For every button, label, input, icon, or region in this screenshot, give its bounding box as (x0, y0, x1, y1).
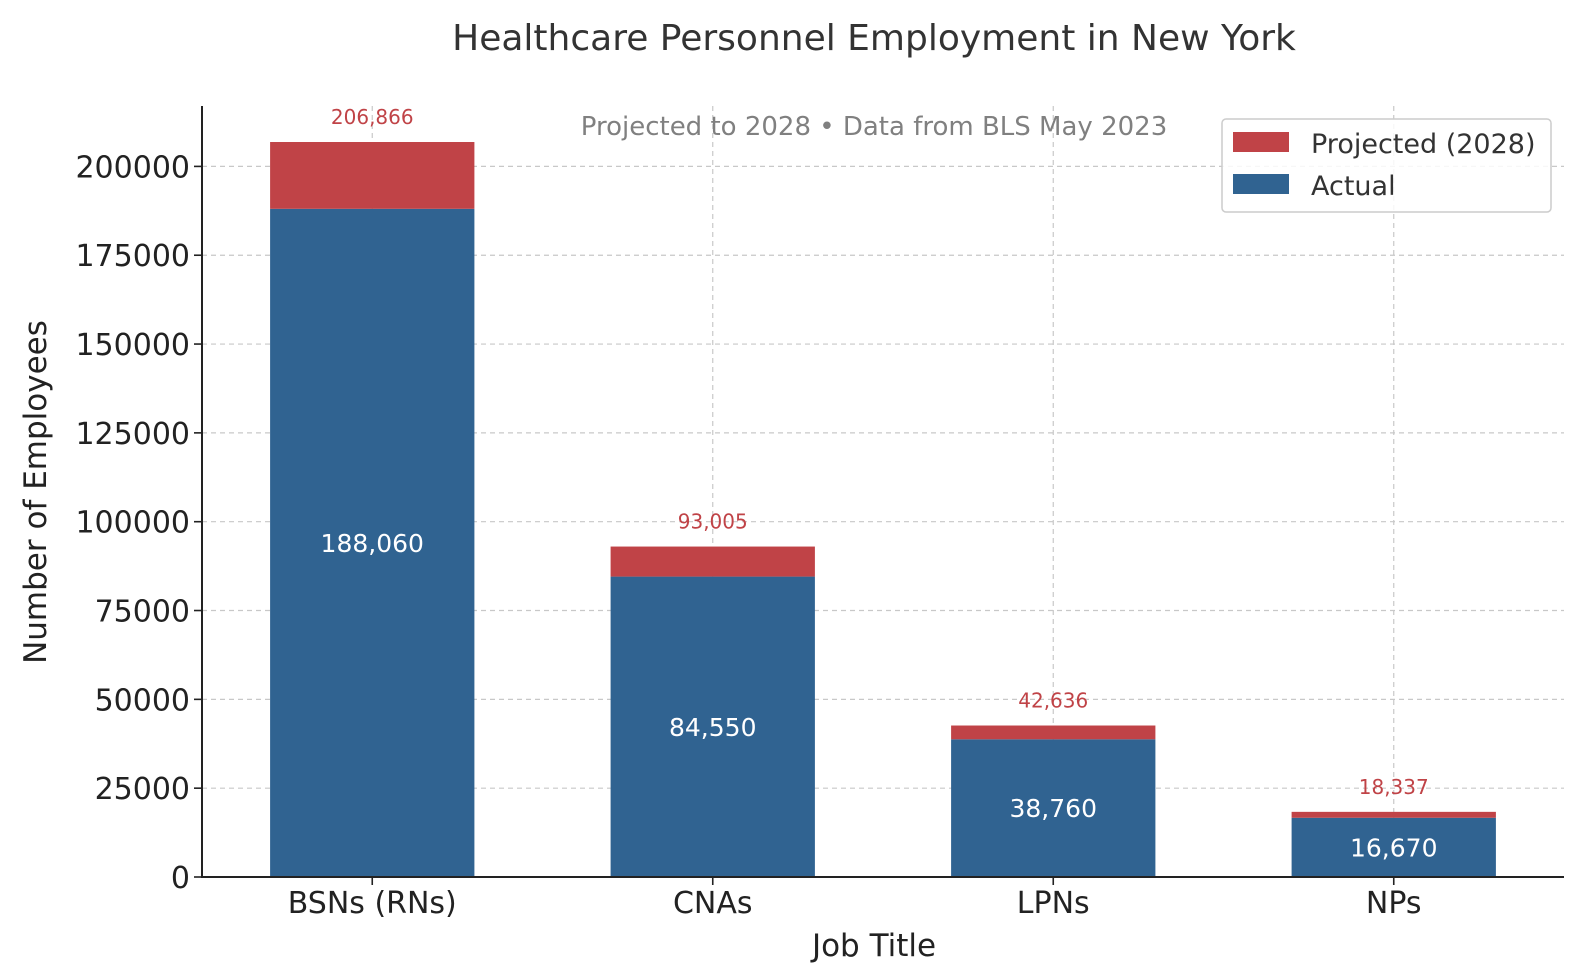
chart-subtitle: Projected to 2028 • Data from BLS May 20… (581, 112, 1168, 142)
legend-swatch-actual (1233, 174, 1289, 194)
legend: Projected (2028) Actual (1221, 118, 1552, 213)
bar-actual-0 (270, 208, 475, 878)
y-tick-label-4: 100000 (75, 506, 190, 541)
bars: 206,866 188,060 93,005 84,550 42,636 38,760 18… (270, 105, 1496, 878)
y-tick-label-5: 125000 (75, 417, 190, 452)
y-tick-label-8: 200000 (75, 150, 190, 185)
chart-title: Healthcare Personnel Employment in New Y… (452, 18, 1296, 59)
y-axis-label: Number of Employees (18, 320, 54, 664)
x-axis-label: Job Title (810, 928, 936, 964)
total-label-0: 206,866 (331, 105, 414, 129)
x-tick-label-2: LPNs (1017, 886, 1090, 921)
y-tick-label-3: 75000 (95, 595, 190, 630)
legend-box (1221, 118, 1552, 213)
y-ticks: 0 25000 50000 75000 100000 125000 150000 175000… (75, 150, 202, 896)
y-tick-label-0: 0 (171, 861, 190, 896)
bar-actual-1 (610, 576, 815, 877)
total-label-3: 18,337 (1359, 775, 1429, 799)
x-ticks: BSNs (RNs) CNAs LPNs NPs (288, 877, 1422, 921)
x-tick-label-3: NPs (1366, 886, 1422, 921)
actual-label-0: 188,060 (321, 529, 424, 558)
bar-projected-3 (1291, 811, 1496, 818)
y-tick-label-1: 25000 (95, 772, 190, 807)
legend-label-projected: Projected (2028) (1311, 129, 1536, 160)
x-tick-label-0: BSNs (RNs) (288, 886, 457, 921)
bar-projected-1 (610, 546, 815, 577)
y-tick-label-7: 175000 (75, 239, 190, 274)
legend-label-actual: Actual (1311, 171, 1396, 202)
bar-actual-2 (951, 739, 1156, 877)
x-tick-label-1: CNAs (673, 886, 753, 921)
actual-label-2: 38,760 (1010, 794, 1097, 823)
axes (201, 106, 1564, 878)
actual-label-3: 16,670 (1350, 833, 1437, 862)
y-tick-label-2: 50000 (95, 683, 190, 718)
total-label-1: 93,005 (678, 510, 748, 534)
y-tick-label-6: 150000 (75, 328, 190, 363)
bar-projected-2 (951, 725, 1156, 740)
total-label-2: 42,636 (1018, 689, 1088, 713)
actual-label-1: 84,550 (669, 713, 756, 742)
legend-swatch-projected (1233, 132, 1289, 152)
bar-projected-0 (270, 142, 475, 209)
bar-actual-3 (1291, 817, 1496, 877)
